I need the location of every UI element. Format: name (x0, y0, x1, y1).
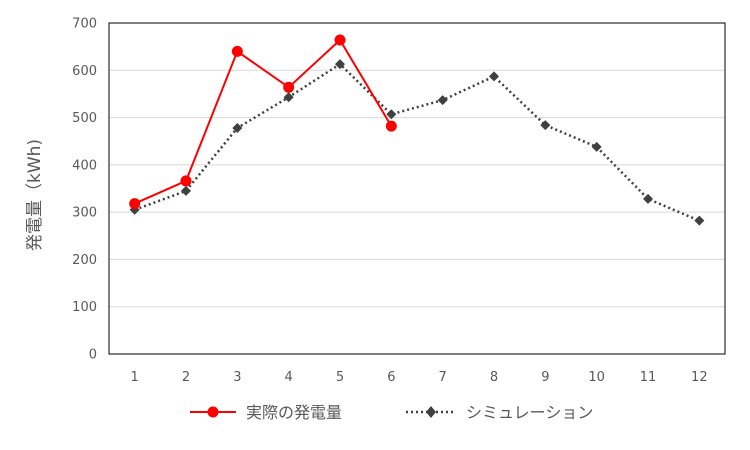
data-point (180, 175, 192, 187)
x-tick-label: 10 (588, 370, 605, 385)
data-point (694, 215, 705, 226)
data-point (386, 109, 397, 120)
x-tick-label: 3 (233, 370, 241, 385)
series-layer (129, 34, 705, 226)
x-axis-ticks: 1 2 3 4 5 6 7 8 9 10 11 12 (131, 370, 708, 385)
y-tick-label: 0 (89, 348, 97, 363)
x-tick-label: 7 (439, 370, 447, 385)
data-point (591, 141, 602, 152)
x-tick-label: 11 (640, 370, 657, 385)
y-tick-label: 500 (72, 111, 97, 126)
data-point (643, 193, 653, 204)
legend: 実際の発電量 シミュレーション (190, 403, 593, 422)
legend-swatch-simulation-marker (426, 406, 436, 418)
series-line (134, 62, 700, 222)
legend-swatch-actual-marker (207, 406, 219, 418)
data-point (129, 198, 141, 210)
data-point (335, 59, 345, 70)
y-tick-label: 300 (72, 206, 97, 221)
plot-area-border (108, 22, 726, 355)
y-axis-title: 発電量（kWh) (25, 139, 45, 251)
x-tick-label: 5 (336, 370, 344, 385)
y-axis-ticks: 0 100 200 300 400 500 600 700 (72, 17, 97, 363)
y-tick-label: 400 (72, 158, 97, 173)
data-point (283, 92, 294, 103)
series-0 (129, 34, 397, 210)
data-point (540, 120, 551, 131)
y-tick-label: 200 (72, 253, 97, 268)
series-line (134, 39, 393, 205)
data-point (437, 95, 448, 106)
x-tick-label: 8 (490, 370, 498, 385)
legend-label-actual: 実際の発電量 (246, 403, 342, 422)
x-tick-label: 4 (285, 370, 293, 385)
y-tick-label: 700 (72, 17, 97, 32)
x-tick-label: 1 (131, 370, 139, 385)
x-tick-label: 2 (182, 370, 190, 385)
data-point (334, 34, 346, 46)
data-point (231, 45, 243, 57)
x-tick-label: 12 (691, 370, 708, 385)
data-point (385, 120, 397, 132)
y-tick-label: 100 (72, 300, 97, 315)
data-point (283, 81, 295, 93)
data-point (181, 185, 191, 196)
series-1 (129, 59, 705, 226)
legend-label-simulation: シミュレーション (466, 403, 593, 422)
data-point (489, 71, 499, 82)
x-tick-label: 6 (387, 370, 395, 385)
y-tick-label: 600 (72, 64, 97, 79)
x-tick-label: 9 (541, 370, 549, 385)
data-point (232, 122, 243, 133)
